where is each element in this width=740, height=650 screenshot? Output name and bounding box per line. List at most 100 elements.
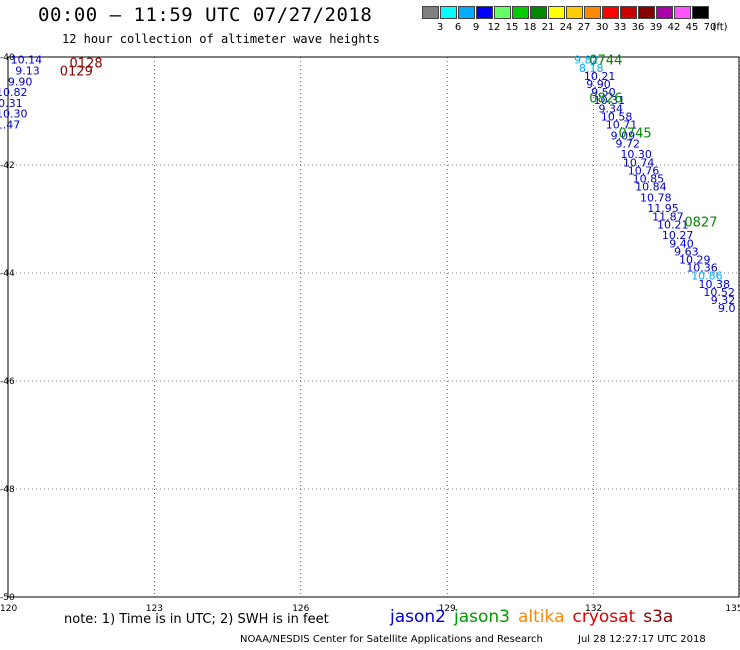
wave-height-label: 10.36 [686, 262, 718, 275]
lat-tick-label: -50 [0, 593, 15, 603]
lon-tick-label: 129 [439, 604, 456, 614]
lon-tick-label: 123 [146, 604, 163, 614]
legend-swatch [494, 6, 511, 19]
legend-tick-label: 12 [487, 22, 501, 33]
wave-height-label: 8.18 [579, 62, 604, 75]
wave-height-label: 9.32 [711, 294, 736, 307]
legend-swatch [656, 6, 673, 19]
legend-swatch [458, 6, 475, 19]
legend-tick-label: 3 [436, 22, 444, 33]
wave-height-label: 10.38 [699, 278, 731, 291]
wave-height-label: 10.31 [0, 97, 23, 110]
legend-swatch [440, 6, 457, 19]
wave-height-label: 10.21 [584, 70, 616, 83]
wave-height-label: 10.85 [633, 173, 665, 186]
wave-height-label: 9.63 [674, 245, 699, 258]
legend-swatch [530, 6, 547, 19]
satellite-label: s3a [643, 607, 674, 627]
wave-height-label: 9.50 [591, 86, 616, 99]
legend-swatch [602, 6, 619, 19]
wave-height-label: 9.90 [586, 78, 611, 91]
wave-height-label: 11.87 [652, 210, 684, 223]
legend-tick-label: 9 [472, 22, 480, 33]
credit-line: NOAA/NESDIS Center for Satellite Applica… [240, 634, 543, 645]
wave-height-label: 9.0 [718, 302, 736, 315]
wave-height-label: 10.29 [679, 254, 711, 267]
legend-swatch [566, 6, 583, 19]
wave-height-label: 10.76 [628, 164, 660, 177]
pass-time-label: 0128 [70, 56, 103, 71]
satellite-label: cryosat [572, 607, 636, 627]
wave-height-label: 9.82 [574, 54, 599, 67]
wave-height-label: 9.34 [598, 102, 623, 115]
legend-tick-label: 27 [577, 22, 591, 33]
page-title: 00:00 – 11:59 UTC 07/27/2018 [38, 4, 373, 26]
wave-height-label: 11.95 [647, 202, 679, 215]
wave-height-label: 10.84 [635, 181, 667, 194]
satellite-label: jason2 [390, 607, 446, 627]
legend-tick-label: 21 [541, 22, 555, 33]
legend-tick-label: 42 [667, 22, 681, 33]
legend-tick-label: 36 [631, 22, 645, 33]
legend-swatch [674, 6, 691, 19]
pass-time-label: 0826 [589, 92, 622, 107]
legend-tick-label: 18 [523, 22, 537, 33]
wave-height-label: 9.90 [8, 75, 33, 88]
page-subtitle: 12 hour collection of altimeter wave hei… [62, 32, 380, 46]
legend-tick-label: 70 [703, 22, 717, 33]
lat-tick-label: -44 [0, 269, 15, 279]
satellite-label: altika [518, 607, 565, 627]
satellite-legend: jason2 jason3 altika cryosat s3a [390, 607, 681, 627]
lon-tick-label: 126 [292, 604, 309, 614]
wave-height-label: 10.30 [0, 108, 28, 121]
pass-time-label: 0827 [684, 216, 717, 231]
lon-tick-label: 132 [585, 604, 602, 614]
legend-swatch [422, 6, 439, 19]
legend-unit: (ft) [712, 22, 728, 33]
generated-timestamp: Jul 28 12:27:17 UTC 2018 [578, 634, 706, 645]
lat-tick-label: -46 [0, 377, 15, 387]
legend-tick-label: 15 [505, 22, 519, 33]
wave-height-label: 11.47 [0, 119, 20, 132]
wave-height-label: 10.74 [623, 156, 655, 169]
satellite-label: jason3 [454, 607, 510, 627]
wave-height-label: 10.14 [11, 54, 43, 67]
legend-swatch [476, 6, 493, 19]
legend-tick-label: 45 [685, 22, 699, 33]
legend-swatch [638, 6, 655, 19]
legend-tick-label: 30 [595, 22, 609, 33]
legend-swatch [584, 6, 601, 19]
legend-swatch [512, 6, 529, 19]
wave-height-label: 10.78 [640, 191, 672, 204]
legend-tick-label: 39 [649, 22, 663, 33]
wave-height-label: 10.27 [662, 229, 694, 242]
lon-tick-label: 120 [0, 604, 17, 614]
lat-tick-label: -42 [0, 161, 15, 171]
wave-height-label: 10.86 [691, 270, 723, 283]
wave-height-label: 10.71 [606, 119, 638, 132]
wave-height-label: 10.21 [657, 218, 689, 231]
wave-height-label: 10.52 [703, 286, 735, 299]
pass-time-label: 0129 [60, 65, 93, 80]
lat-tick-label: -48 [0, 485, 15, 495]
legend-tick-label: 24 [559, 22, 573, 33]
wave-height-label: 10.30 [620, 148, 652, 161]
pass-time-label: 0745 [619, 127, 652, 142]
legend-tick-label: 33 [613, 22, 627, 33]
legend-swatch [692, 6, 709, 19]
footer-note: note: 1) Time is in UTC; 2) SWH is in fe… [64, 612, 329, 627]
pass-time-label: 0744 [589, 54, 622, 69]
wave-height-label: 9.13 [15, 65, 40, 78]
wave-height-label: 10.31 [594, 94, 626, 107]
wave-height-label: 10.58 [601, 110, 633, 123]
wave-height-label: 9.72 [616, 137, 641, 150]
legend-swatch [620, 6, 637, 19]
map-frame [7, 56, 740, 598]
lon-tick-label: 135 [725, 604, 740, 614]
wave-height-label: 9.40 [669, 237, 694, 250]
lat-tick-label: -40 [0, 53, 15, 63]
wave-height-label: 10.82 [0, 86, 28, 99]
wave-height-label: 9.09 [611, 129, 636, 142]
